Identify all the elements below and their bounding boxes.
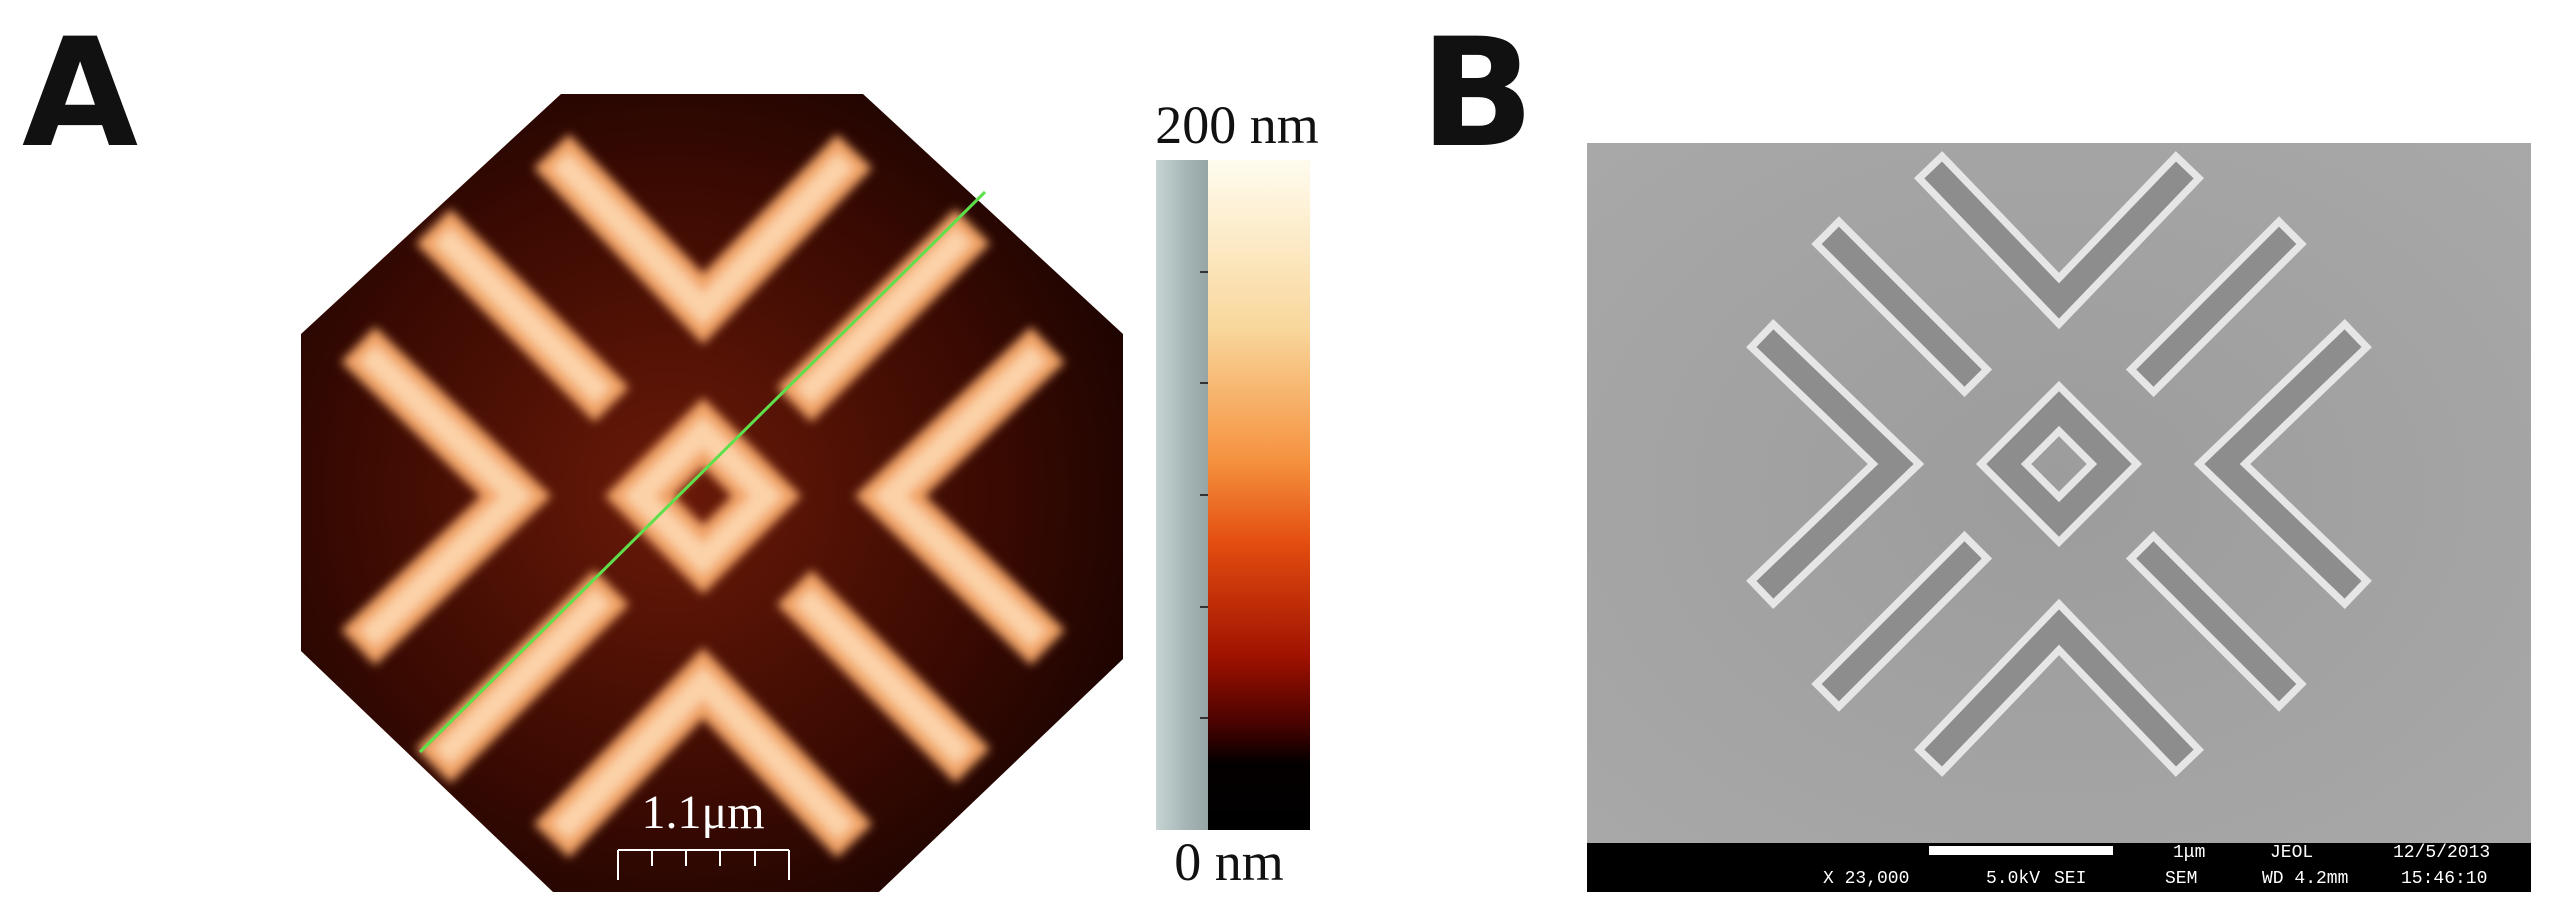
colorbar-ticks: [1200, 271, 1208, 719]
panel-a: A 1.1μm 200 nm 0 nm: [22, 7, 1319, 892]
sem-scale-bar: [1929, 846, 2113, 855]
scale-label: 1.1μm: [641, 786, 764, 839]
afm-image: [301, 94, 1123, 892]
info-text: JEOL: [2270, 843, 2313, 863]
colorbar-max: 200 nm: [1155, 95, 1319, 155]
panel-label: A: [22, 7, 138, 181]
info-text: 12/5/2013: [2393, 843, 2490, 863]
info-text: SEI: [2054, 869, 2086, 889]
colorbar-strip: [1156, 160, 1208, 830]
info-text: WD 4.2mm: [2262, 869, 2348, 889]
profile-line: [418, 190, 987, 754]
info-text: SEM: [2165, 869, 2197, 889]
info-text: X 23,000: [1823, 869, 1909, 889]
colorbar: [1208, 160, 1310, 830]
info-text: 5.0kV: [1986, 869, 2040, 889]
panel-b: B 1μm JEOL 12/5/2013 X 23,000 5.0kV SEI …: [1420, 7, 2531, 892]
panel-label: B: [1420, 7, 1534, 181]
scale-ruler: [617, 849, 790, 880]
info-text: 1μm: [2173, 843, 2205, 863]
colorbar-min: 0 nm: [1174, 832, 1284, 892]
info-text: 15:46:10: [2401, 869, 2487, 889]
